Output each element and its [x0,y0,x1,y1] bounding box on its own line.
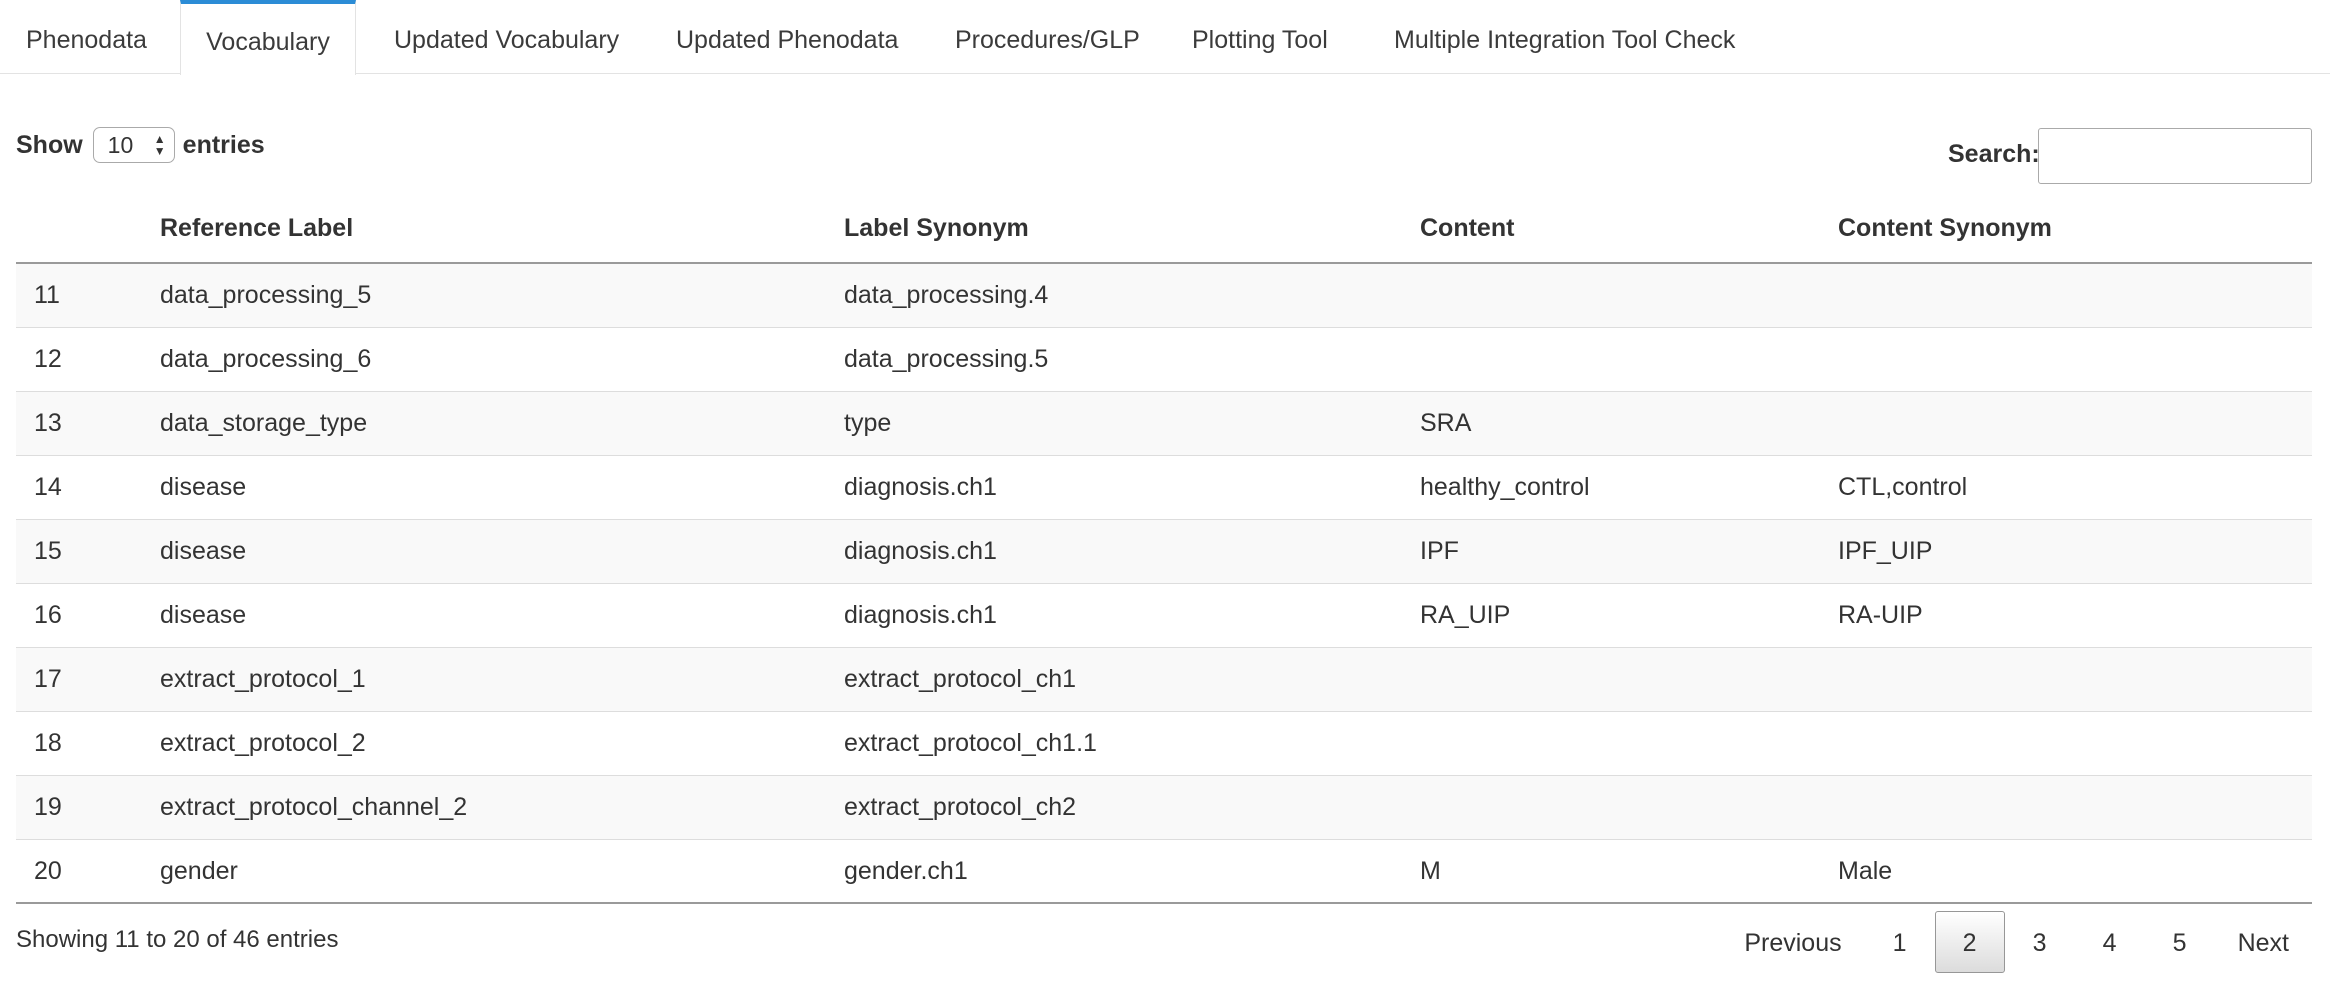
entries-select[interactable]: 10 ▲ ▼ [92,127,175,163]
search-input[interactable] [2038,128,2312,184]
table-row: 20 gender gender.ch1 M Male [16,840,2312,904]
spinner-arrows-icon: ▲ ▼ [153,132,166,158]
tab-bar: Phenodata Vocabulary Updated Vocabulary … [0,0,2330,75]
cell-label-synonym: diagnosis.ch1 [844,537,997,565]
table-header: Reference Label Label Synonym Content Co… [16,200,2312,264]
cell-content: healthy_control [1420,473,1590,501]
cell-index: 12 [34,345,62,373]
cell-label-synonym: extract_protocol_ch2 [844,793,1077,821]
cell-reference-label: disease [160,473,247,501]
vocabulary-table: Reference Label Label Synonym Content Co… [16,200,2312,904]
table-row: 16 disease diagnosis.ch1 RA_UIP RA-UIP [16,584,2312,648]
cell-content: IPF [1420,537,1459,565]
page-button-2[interactable]: 2 [1934,911,2005,973]
column-header-reference-label[interactable]: Reference Label [160,214,354,242]
tab-updated-phenodata[interactable]: Updated Phenodata [676,26,899,54]
cell-reference-label: extract_protocol_channel_2 [160,793,468,821]
table-row: 12 data_processing_6 data_processing.5 [16,328,2312,392]
cell-index: 14 [34,473,62,501]
entries-select-value: 10 [107,131,134,158]
table-row: 14 disease diagnosis.ch1 healthy_control… [16,456,2312,520]
cell-index: 13 [34,409,62,437]
cell-reference-label: data_storage_type [160,409,368,437]
length-control: Show 10 ▲ ▼ entries [16,126,265,164]
cell-content: M [1420,857,1441,885]
cell-index: 18 [34,729,62,757]
cell-content: SRA [1420,409,1472,437]
next-page-button[interactable]: Next [2237,929,2289,957]
cell-content-synonym: CTL,control [1838,473,1968,501]
entries-label: entries [182,130,265,159]
cell-label-synonym: diagnosis.ch1 [844,601,997,629]
table-info: Showing 11 to 20 of 46 entries [16,926,339,953]
cell-content-synonym: Male [1838,857,1893,885]
cell-label-synonym: extract_protocol_ch1 [844,665,1077,693]
pagination: Previous 1 2 3 4 5 Next [1721,910,2312,974]
cell-content-synonym: IPF_UIP [1838,537,1933,565]
column-header-label-synonym[interactable]: Label Synonym [844,214,1029,242]
cell-index: 16 [34,601,62,629]
table-row: 15 disease diagnosis.ch1 IPF IPF_UIP [16,520,2312,584]
cell-reference-label: data_processing_5 [160,281,372,309]
cell-label-synonym: diagnosis.ch1 [844,473,997,501]
table-row: 19 extract_protocol_channel_2 extract_pr… [16,776,2312,840]
table-row: 18 extract_protocol_2 extract_protocol_c… [16,712,2312,776]
cell-index: 19 [34,793,62,821]
column-header-content-synonym[interactable]: Content Synonym [1838,214,2052,242]
search-label: Search: [1948,140,2040,168]
cell-reference-label: disease [160,537,247,565]
tab-plotting-tool[interactable]: Plotting Tool [1192,26,1328,54]
cell-label-synonym: data_processing.5 [844,345,1049,373]
cell-index: 20 [34,857,62,885]
table-row: 13 data_storage_type type SRA [16,392,2312,456]
table-row: 17 extract_protocol_1 extract_protocol_c… [16,648,2312,712]
show-label: Show [16,130,83,159]
cell-reference-label: data_processing_6 [160,345,372,373]
cell-index: 17 [34,665,62,693]
cell-reference-label: extract_protocol_1 [160,665,366,693]
table-row: 11 data_processing_5 data_processing.4 [16,264,2312,328]
cell-index: 15 [34,537,62,565]
page-button-1[interactable]: 1 [1892,929,1907,957]
cell-label-synonym: data_processing.4 [844,281,1049,309]
cell-label-synonym: extract_protocol_ch1.1 [844,729,1097,757]
tab-vocabulary[interactable]: Vocabulary [180,0,356,75]
tab-phenodata[interactable]: Phenodata [26,26,147,54]
cell-reference-label: disease [160,601,247,629]
cell-content-synonym: RA-UIP [1838,601,1923,629]
tab-updated-vocabulary[interactable]: Updated Vocabulary [394,26,620,54]
page-button-5[interactable]: 5 [2172,929,2187,957]
page-button-4[interactable]: 4 [2102,929,2117,957]
cell-label-synonym: gender.ch1 [844,857,968,885]
tab-procedures-glp[interactable]: Procedures/GLP [955,26,1140,54]
tab-multiple-integration-tool-check[interactable]: Multiple Integration Tool Check [1394,26,1736,54]
cell-reference-label: gender [160,857,238,885]
column-header-content[interactable]: Content [1420,214,1515,242]
cell-reference-label: extract_protocol_2 [160,729,366,757]
cell-label-synonym: type [844,409,892,437]
cell-index: 11 [34,281,60,309]
previous-page-button[interactable]: Previous [1744,929,1842,957]
page-button-3[interactable]: 3 [2032,929,2047,957]
cell-content: RA_UIP [1420,601,1511,629]
